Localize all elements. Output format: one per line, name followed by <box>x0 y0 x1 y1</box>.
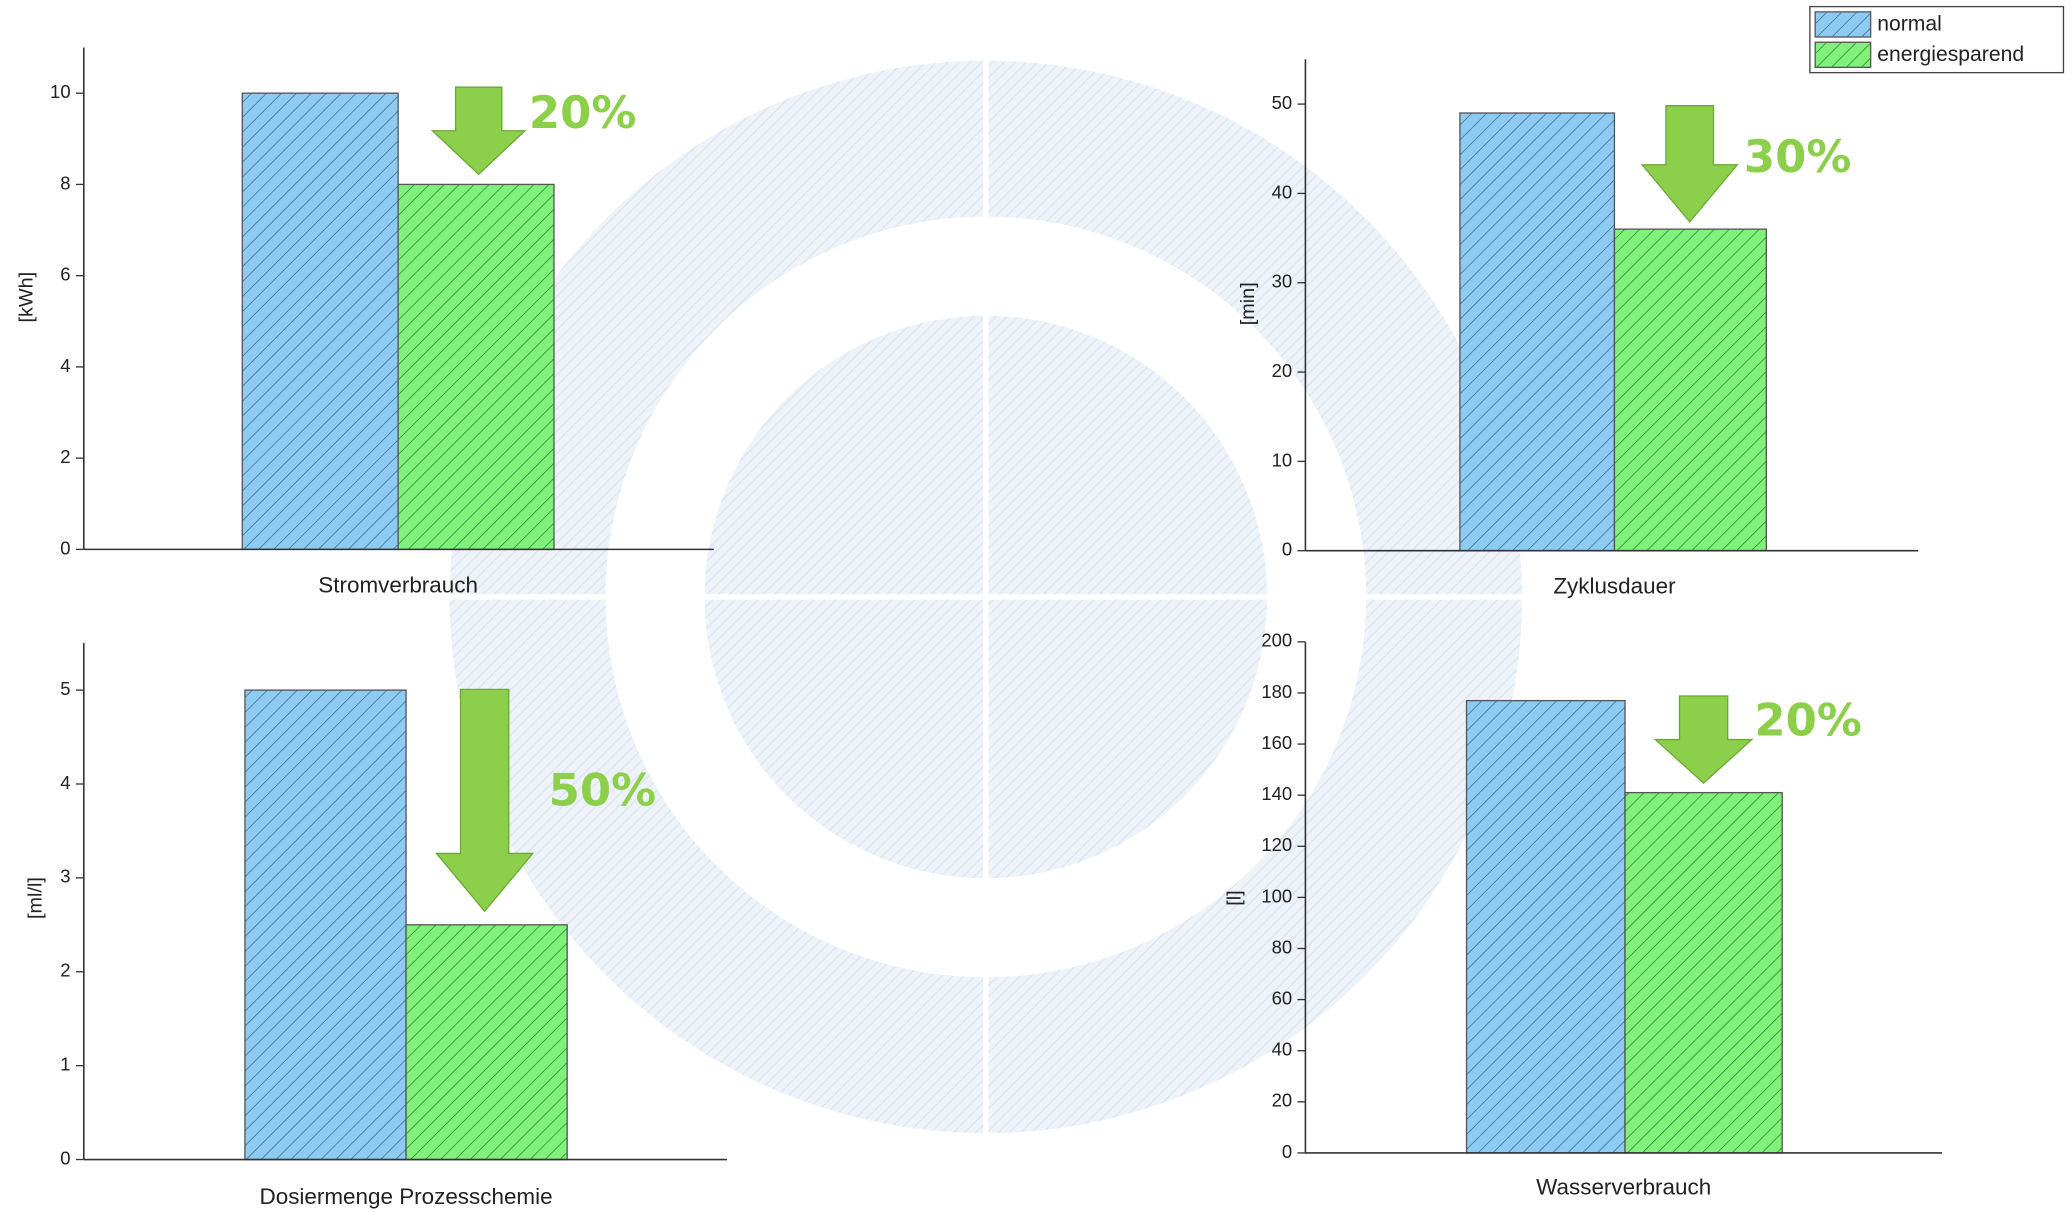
y-tick-label: 140 <box>1261 783 1292 804</box>
y-tick-label: 4 <box>60 355 70 376</box>
y-axis-label: [kWh] <box>15 272 37 323</box>
y-tick-label: 40 <box>1272 1039 1293 1060</box>
chart-panel: 0 10 20 30 40 50 Zyklusdauer [min] 30% <box>1237 59 1919 599</box>
chart-panel: 0 2 4 6 8 10 Stromverbrauch [kWh] 20% <box>15 47 714 597</box>
x-axis-label: Zyklusdauer <box>1553 574 1676 599</box>
y-tick-label: 2 <box>60 960 70 981</box>
y-tick-label: 180 <box>1261 681 1292 702</box>
reduction-arrow <box>1653 695 1754 785</box>
bar-hatch <box>1613 228 1767 552</box>
y-tick-label: 40 <box>1272 181 1293 202</box>
bar-hatch <box>397 183 555 551</box>
annotation: 20% <box>529 86 636 139</box>
legend-swatch-hatch <box>1815 11 1871 37</box>
y-tick-label: 1 <box>60 1054 70 1075</box>
bar-hatch <box>1459 112 1616 552</box>
annotation: 30% <box>1744 130 1851 183</box>
bar-hatch <box>244 689 407 1161</box>
legend-label: energiesparend <box>1877 43 2024 66</box>
x-axis-label: Wasserverbrauch <box>1536 1175 1711 1200</box>
reduction-arrow <box>430 86 527 176</box>
y-axis-label: [min] <box>1237 282 1259 325</box>
y-tick-label: 100 <box>1261 885 1292 906</box>
bar-hatch <box>241 92 399 551</box>
bar-hatch <box>1624 791 1783 1154</box>
y-axis-label: [ml/l] <box>25 877 47 919</box>
y-tick-label: 6 <box>60 264 70 285</box>
legend-label: normal <box>1877 13 1942 36</box>
y-tick-label: 0 <box>60 537 70 558</box>
y-tick-label: 160 <box>1261 732 1292 753</box>
y-tick-label: 4 <box>60 772 70 793</box>
y-tick-label: 2 <box>60 446 70 467</box>
x-axis-label: Dosiermenge Prozesschemie <box>260 1184 553 1209</box>
legend: normal energiesparend <box>1809 5 2065 74</box>
y-tick-label: 20 <box>1272 1090 1293 1111</box>
reduction-arrow <box>435 688 535 913</box>
chart-panel: 0 20 40 60 80 100 120 140 160 180 200 Wasserverbrau… <box>1224 630 1942 1200</box>
y-tick-label: 0 <box>1282 539 1292 560</box>
annotation: 20% <box>1754 694 1861 747</box>
y-tick-label: 50 <box>1272 92 1293 113</box>
bar-hatch <box>1465 699 1626 1154</box>
y-tick-label: 60 <box>1272 987 1293 1008</box>
legend-swatch-hatch <box>1815 42 1871 68</box>
y-tick-label: 20 <box>1272 360 1293 381</box>
y-tick-label: 120 <box>1261 834 1292 855</box>
y-axis-label: [l] <box>1224 890 1246 905</box>
y-tick-label: 3 <box>60 866 70 887</box>
reduction-arrow <box>1640 104 1739 223</box>
y-tick-label: 0 <box>1282 1141 1292 1162</box>
bar-hatch <box>405 924 568 1161</box>
y-tick-label: 8 <box>60 172 70 193</box>
y-tick-label: 30 <box>1272 271 1293 292</box>
y-tick-label: 0 <box>60 1147 70 1168</box>
y-tick-label: 5 <box>60 678 70 699</box>
y-tick-label: 10 <box>1272 449 1293 470</box>
background-emblem <box>436 52 1533 1149</box>
y-tick-label: 10 <box>50 81 71 102</box>
x-axis-label: Stromverbrauch <box>318 572 478 597</box>
y-tick-label: 80 <box>1272 936 1293 957</box>
chart-panel: 0 1 2 3 4 5 Dosiermenge Prozesschemie [ml/l] 50% <box>25 643 727 1209</box>
annotation: 50% <box>549 764 656 817</box>
y-tick-label: 200 <box>1261 630 1292 651</box>
